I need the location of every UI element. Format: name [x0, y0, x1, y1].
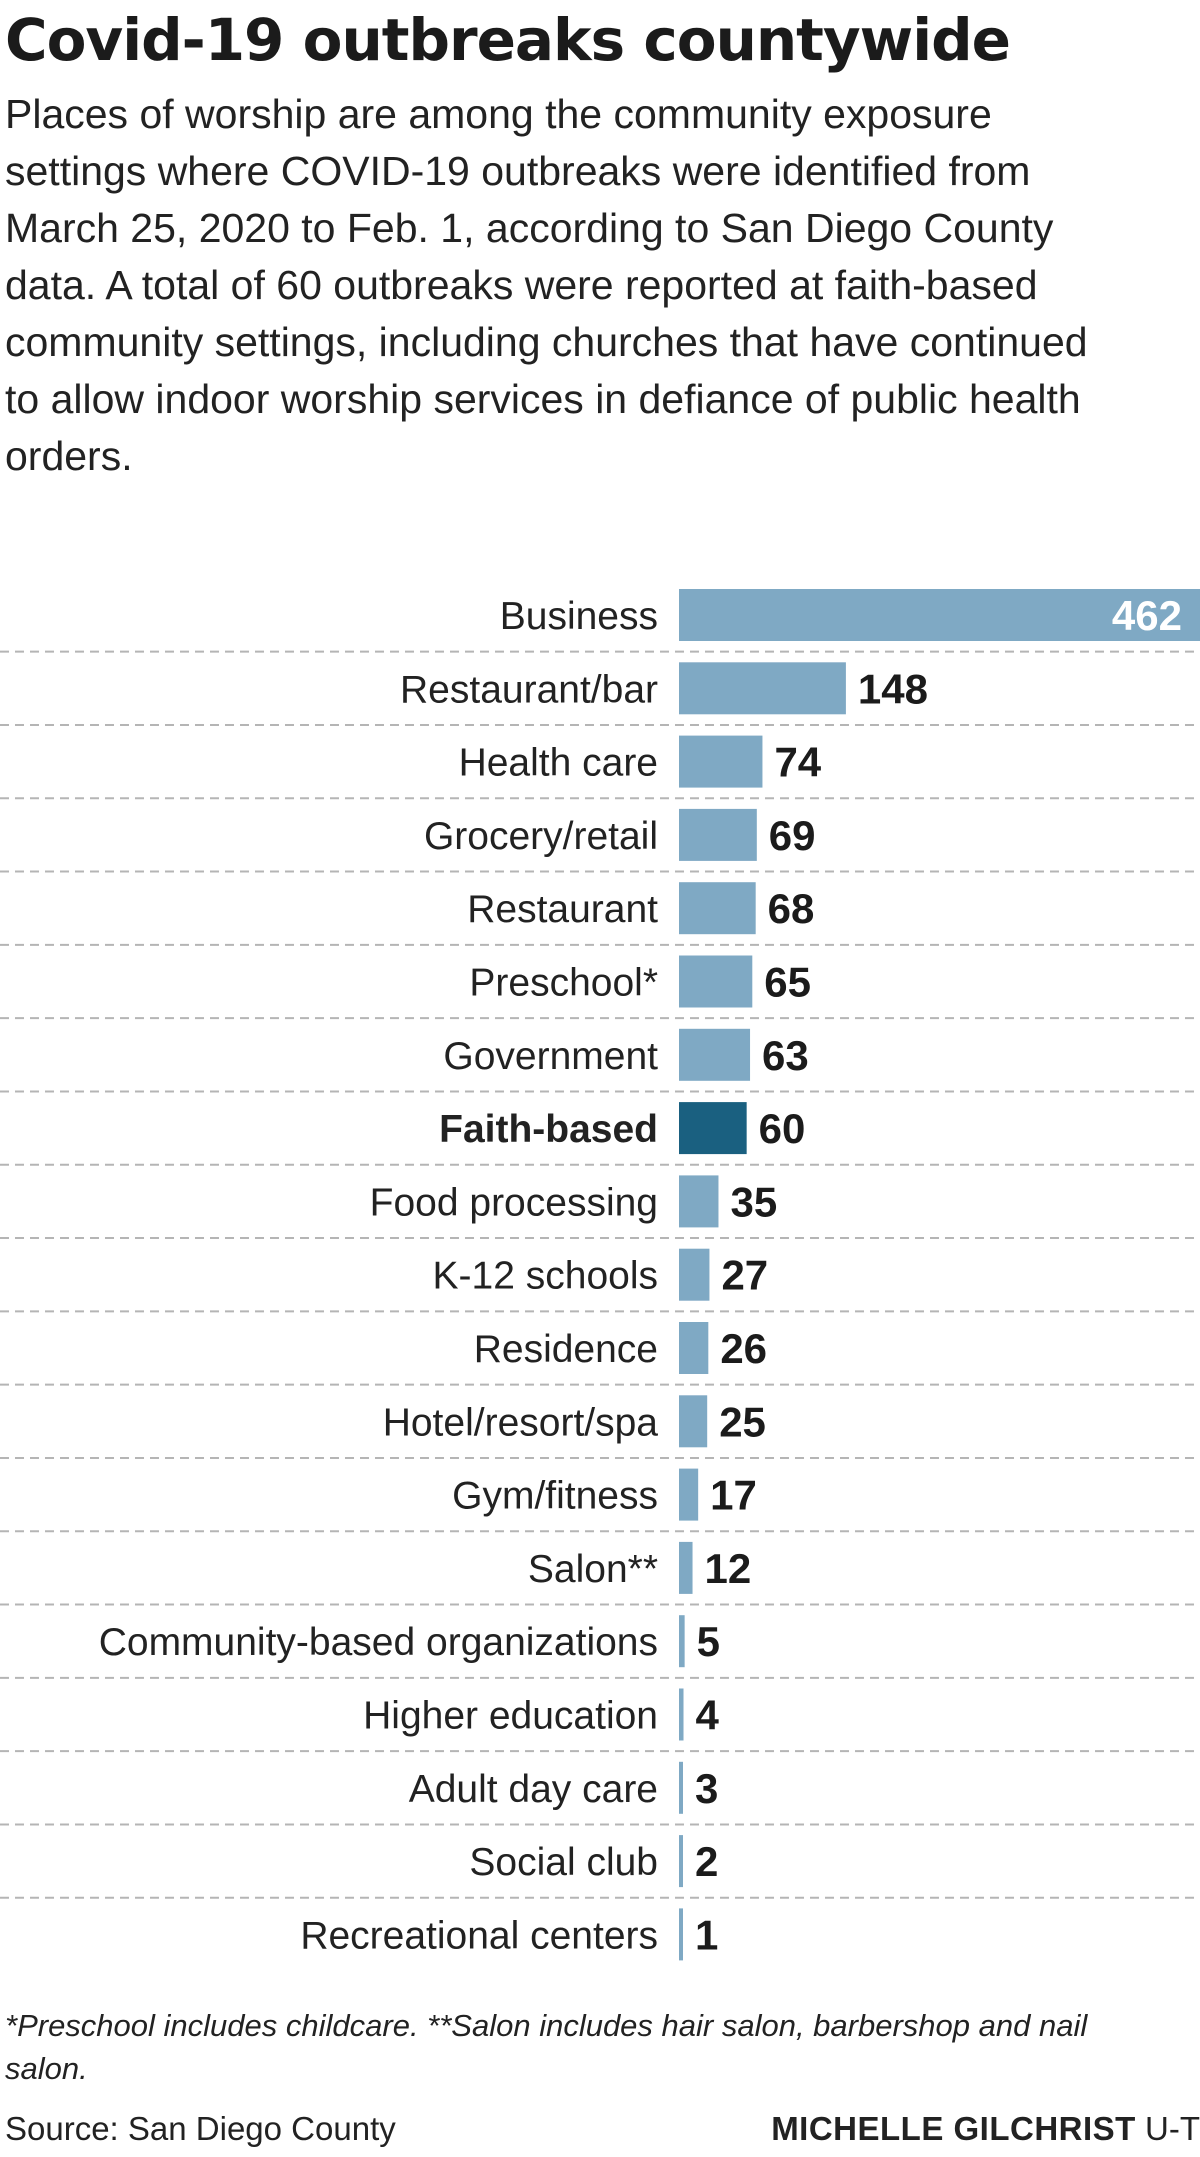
category-label-food-processing: Food processing — [370, 1181, 658, 1224]
value-label-residence: 26 — [720, 1325, 767, 1372]
bar-adult-day-care — [679, 1761, 683, 1814]
value-label-food-processing: 35 — [730, 1178, 777, 1225]
bar-community-based-organizations — [679, 1615, 685, 1668]
value-label-k-12-schools: 27 — [721, 1252, 768, 1299]
category-label-preschool: Preschool* — [469, 962, 658, 1005]
bar-preschool — [679, 955, 753, 1008]
bar-salon — [679, 1541, 693, 1594]
value-label-community-based-organizations: 5 — [697, 1618, 720, 1665]
value-label-adult-day-care: 3 — [695, 1765, 718, 1812]
value-label-health-care: 74 — [774, 739, 821, 786]
value-label-restaurant: 68 — [768, 885, 815, 932]
bar-chart-svg: Business 462 Restaurant/bar 148 Health care 7… — [0, 589, 1200, 1961]
value-label-preschool: 65 — [764, 959, 811, 1006]
value-label-restaurant-bar: 148 — [858, 665, 928, 712]
bar-restaurant — [679, 882, 756, 935]
source-note: Source: San Diego County — [5, 2110, 396, 2147]
bar-k-12-schools — [679, 1248, 710, 1301]
bar-gym-fitness — [679, 1468, 699, 1521]
bar-social-club — [679, 1835, 683, 1888]
credit-org: U-T — [1145, 2110, 1200, 2147]
category-label-faith-based: Faith-based — [439, 1108, 658, 1151]
credit-line: MICHELLE GILCHRIST U-T — [771, 2108, 1200, 2150]
category-label-recreational-centers: Recreational centers — [300, 1914, 658, 1957]
category-label-adult-day-care: Adult day care — [409, 1768, 658, 1811]
category-label-government: Government — [443, 1035, 658, 1078]
value-label-business: 462 — [1112, 592, 1182, 639]
category-label-higher-education: Higher education — [363, 1695, 658, 1738]
category-label-residence: Residence — [474, 1328, 658, 1371]
value-label-grocery-retail: 69 — [769, 812, 816, 859]
bar-faith-based — [679, 1102, 747, 1155]
bar-restaurant-bar — [679, 662, 846, 715]
category-label-business: Business — [500, 595, 658, 638]
category-label-social-club: Social club — [469, 1841, 658, 1884]
bar-hotel-resort-spa — [679, 1395, 708, 1448]
bar-business — [679, 589, 1200, 641]
category-label-grocery-retail: Grocery/retail — [424, 815, 658, 858]
value-label-gym-fitness: 17 — [710, 1472, 757, 1519]
footnote: *Preschool includes childcare. **Salon i… — [5, 2008, 1088, 2086]
category-label-community-based-organizations: Community-based organizations — [99, 1621, 658, 1664]
value-label-recreational-centers: 1 — [695, 1911, 718, 1958]
category-label-gym-fitness: Gym/fitness — [452, 1475, 658, 1518]
category-label-restaurant-bar: Restaurant/bar — [400, 668, 658, 711]
chart-subtitle: Places of worship are among the communit… — [5, 91, 1088, 479]
credit-name: MICHELLE GILCHRIST — [771, 2110, 1136, 2147]
value-label-hotel-resort-spa: 25 — [719, 1398, 766, 1445]
bar-food-processing — [679, 1175, 719, 1228]
bar-government — [679, 1028, 751, 1081]
value-label-government: 63 — [762, 1032, 809, 1079]
category-label-health-care: Health care — [459, 742, 658, 785]
category-label-k-12-schools: K-12 schools — [433, 1255, 658, 1298]
value-label-social-club: 2 — [695, 1838, 718, 1885]
category-label-restaurant: Restaurant — [467, 888, 658, 931]
bar-health-care — [679, 735, 763, 788]
value-label-faith-based: 60 — [759, 1105, 806, 1152]
bar-grocery-retail — [679, 808, 757, 861]
bar-chart: Business 462 Restaurant/bar 148 Health care 7… — [0, 580, 1200, 1970]
bar-recreational-centers — [679, 1908, 683, 1961]
chart-title: Covid-19 outbreaks countywide — [5, 6, 1011, 74]
value-label-higher-education: 4 — [696, 1692, 720, 1739]
value-label-salon: 12 — [705, 1545, 752, 1592]
category-label-hotel-resort-spa: Hotel/resort/spa — [383, 1401, 659, 1444]
bar-residence — [679, 1322, 709, 1374]
category-label-salon: Salon** — [528, 1548, 658, 1591]
bar-higher-education — [679, 1688, 684, 1741]
